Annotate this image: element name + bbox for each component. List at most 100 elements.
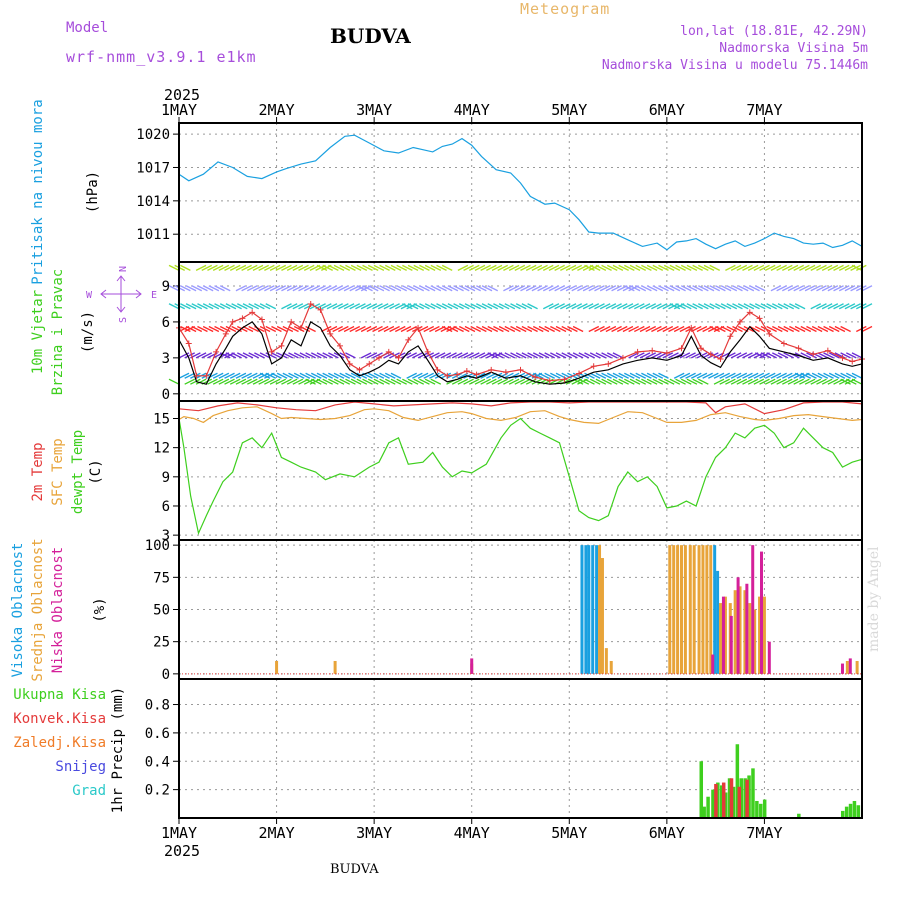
- wind-barb: [851, 372, 863, 379]
- wind-barb: [776, 378, 787, 385]
- wind-barb: [218, 372, 230, 379]
- wind-barb: [692, 264, 703, 271]
- wind-barb: [229, 264, 241, 271]
- precip-bar: [723, 792, 728, 818]
- footer-title: BUDVA: [330, 862, 379, 877]
- precip-legend-label: Ukupna Kisa: [13, 687, 106, 703]
- wind-barb: [481, 325, 493, 333]
- wind-barb: [696, 325, 708, 333]
- cloud-bar: [845, 660, 849, 674]
- altitude-label: Nadmorska Visina 5m: [719, 41, 868, 56]
- wind-barb: [180, 303, 191, 310]
- wind-barb: [686, 285, 698, 292]
- wind-barb: [269, 285, 281, 292]
- cloud-bar: [745, 583, 749, 674]
- model-label: Model: [66, 20, 109, 36]
- gust-marker: [810, 351, 817, 358]
- wind-barb: [180, 325, 191, 333]
- speed-line: [178, 321, 863, 385]
- wind-barb: [333, 372, 345, 379]
- wind-barb: [776, 372, 787, 379]
- compass-north-group: N: [118, 266, 129, 272]
- wind-barb: [338, 285, 349, 292]
- y-tick-label: 1020: [136, 127, 170, 143]
- meteogram-label: Meteogram: [520, 0, 611, 18]
- wind-barb: [550, 325, 561, 333]
- cloud-bar: [683, 545, 687, 674]
- y-tick-label: 9: [162, 470, 170, 486]
- wind-barb: [554, 264, 565, 271]
- wind-barb: [555, 352, 567, 359]
- cloud-bar: [701, 545, 705, 674]
- wind-barb: [225, 325, 237, 333]
- wind-barb: [476, 285, 487, 292]
- wind-barb: [840, 352, 851, 359]
- wind-barb: [663, 285, 675, 292]
- wind-barb: [377, 303, 389, 310]
- wind-barb: [612, 352, 624, 359]
- wind-barb: [345, 378, 356, 385]
- wind-barb: [316, 352, 328, 359]
- wind-barb: [560, 303, 571, 310]
- precip-legend-label: Snijeg: [55, 759, 106, 775]
- wind-barb: [362, 264, 373, 271]
- wind-barb: [451, 352, 463, 359]
- wind-barb: [394, 325, 406, 333]
- wind-barb: [662, 325, 674, 333]
- wind-axis-title: 10m Vjetar: [30, 290, 46, 374]
- wind-barb: [430, 378, 442, 385]
- wind-barb: [315, 285, 326, 292]
- wind-barb: [332, 285, 343, 292]
- wind-barb: [606, 264, 618, 271]
- wind-axis-subtitle-group: Brzina i Pravac: [50, 269, 66, 395]
- wind-barb: [861, 325, 873, 333]
- wind-barb: [601, 378, 612, 385]
- cloud-bar: [751, 545, 755, 674]
- wind-barb: [560, 285, 571, 292]
- cloud-bar: [733, 590, 737, 674]
- wind-barb: [554, 285, 565, 292]
- wind-barb: [510, 352, 521, 359]
- wind-barb: [185, 303, 197, 310]
- wind-barb: [595, 378, 607, 385]
- wind-barb: [834, 325, 846, 333]
- wind-barb: [419, 264, 430, 271]
- wind-barb: [675, 264, 686, 271]
- wind-barb: [651, 325, 662, 333]
- y-tick-label: 3: [162, 528, 170, 544]
- wind-barb: [838, 303, 850, 310]
- wind-barb: [851, 352, 863, 359]
- wind-barb: [474, 352, 486, 359]
- wind-barb: [601, 264, 612, 271]
- wind-barb: [571, 285, 583, 292]
- wind-barb: [305, 352, 316, 359]
- wind-barb: [345, 264, 356, 271]
- wind-barb: [311, 378, 322, 385]
- wind-barb: [201, 264, 213, 271]
- wind-barb: [542, 285, 554, 292]
- gust-marker: [346, 360, 353, 367]
- year-label-top: 2025: [164, 86, 200, 104]
- wind-barb: [434, 352, 446, 359]
- x-tick-label-top: 3MAY: [356, 101, 392, 119]
- wind-barb: [286, 378, 298, 385]
- sfc-temp-axis-title: SFC Temp: [50, 438, 66, 505]
- cloud-bar: [760, 551, 764, 674]
- wind-barb: [595, 264, 607, 271]
- wind-barb: [754, 352, 766, 359]
- wind-barb: [599, 325, 611, 333]
- wind-barb: [356, 378, 368, 385]
- wind-barb: [197, 285, 208, 292]
- wind-barb: [709, 285, 720, 292]
- wind-barb: [487, 285, 499, 292]
- wind-barb: [658, 285, 669, 292]
- wind-barb: [698, 285, 709, 292]
- precip-bar: [739, 778, 744, 818]
- wind-barb: [514, 378, 526, 385]
- wind-barb: [311, 352, 322, 359]
- wind-barb: [282, 372, 294, 379]
- wind-barb: [673, 372, 685, 379]
- wind-barb: [241, 264, 252, 271]
- wind-barb: [259, 352, 271, 359]
